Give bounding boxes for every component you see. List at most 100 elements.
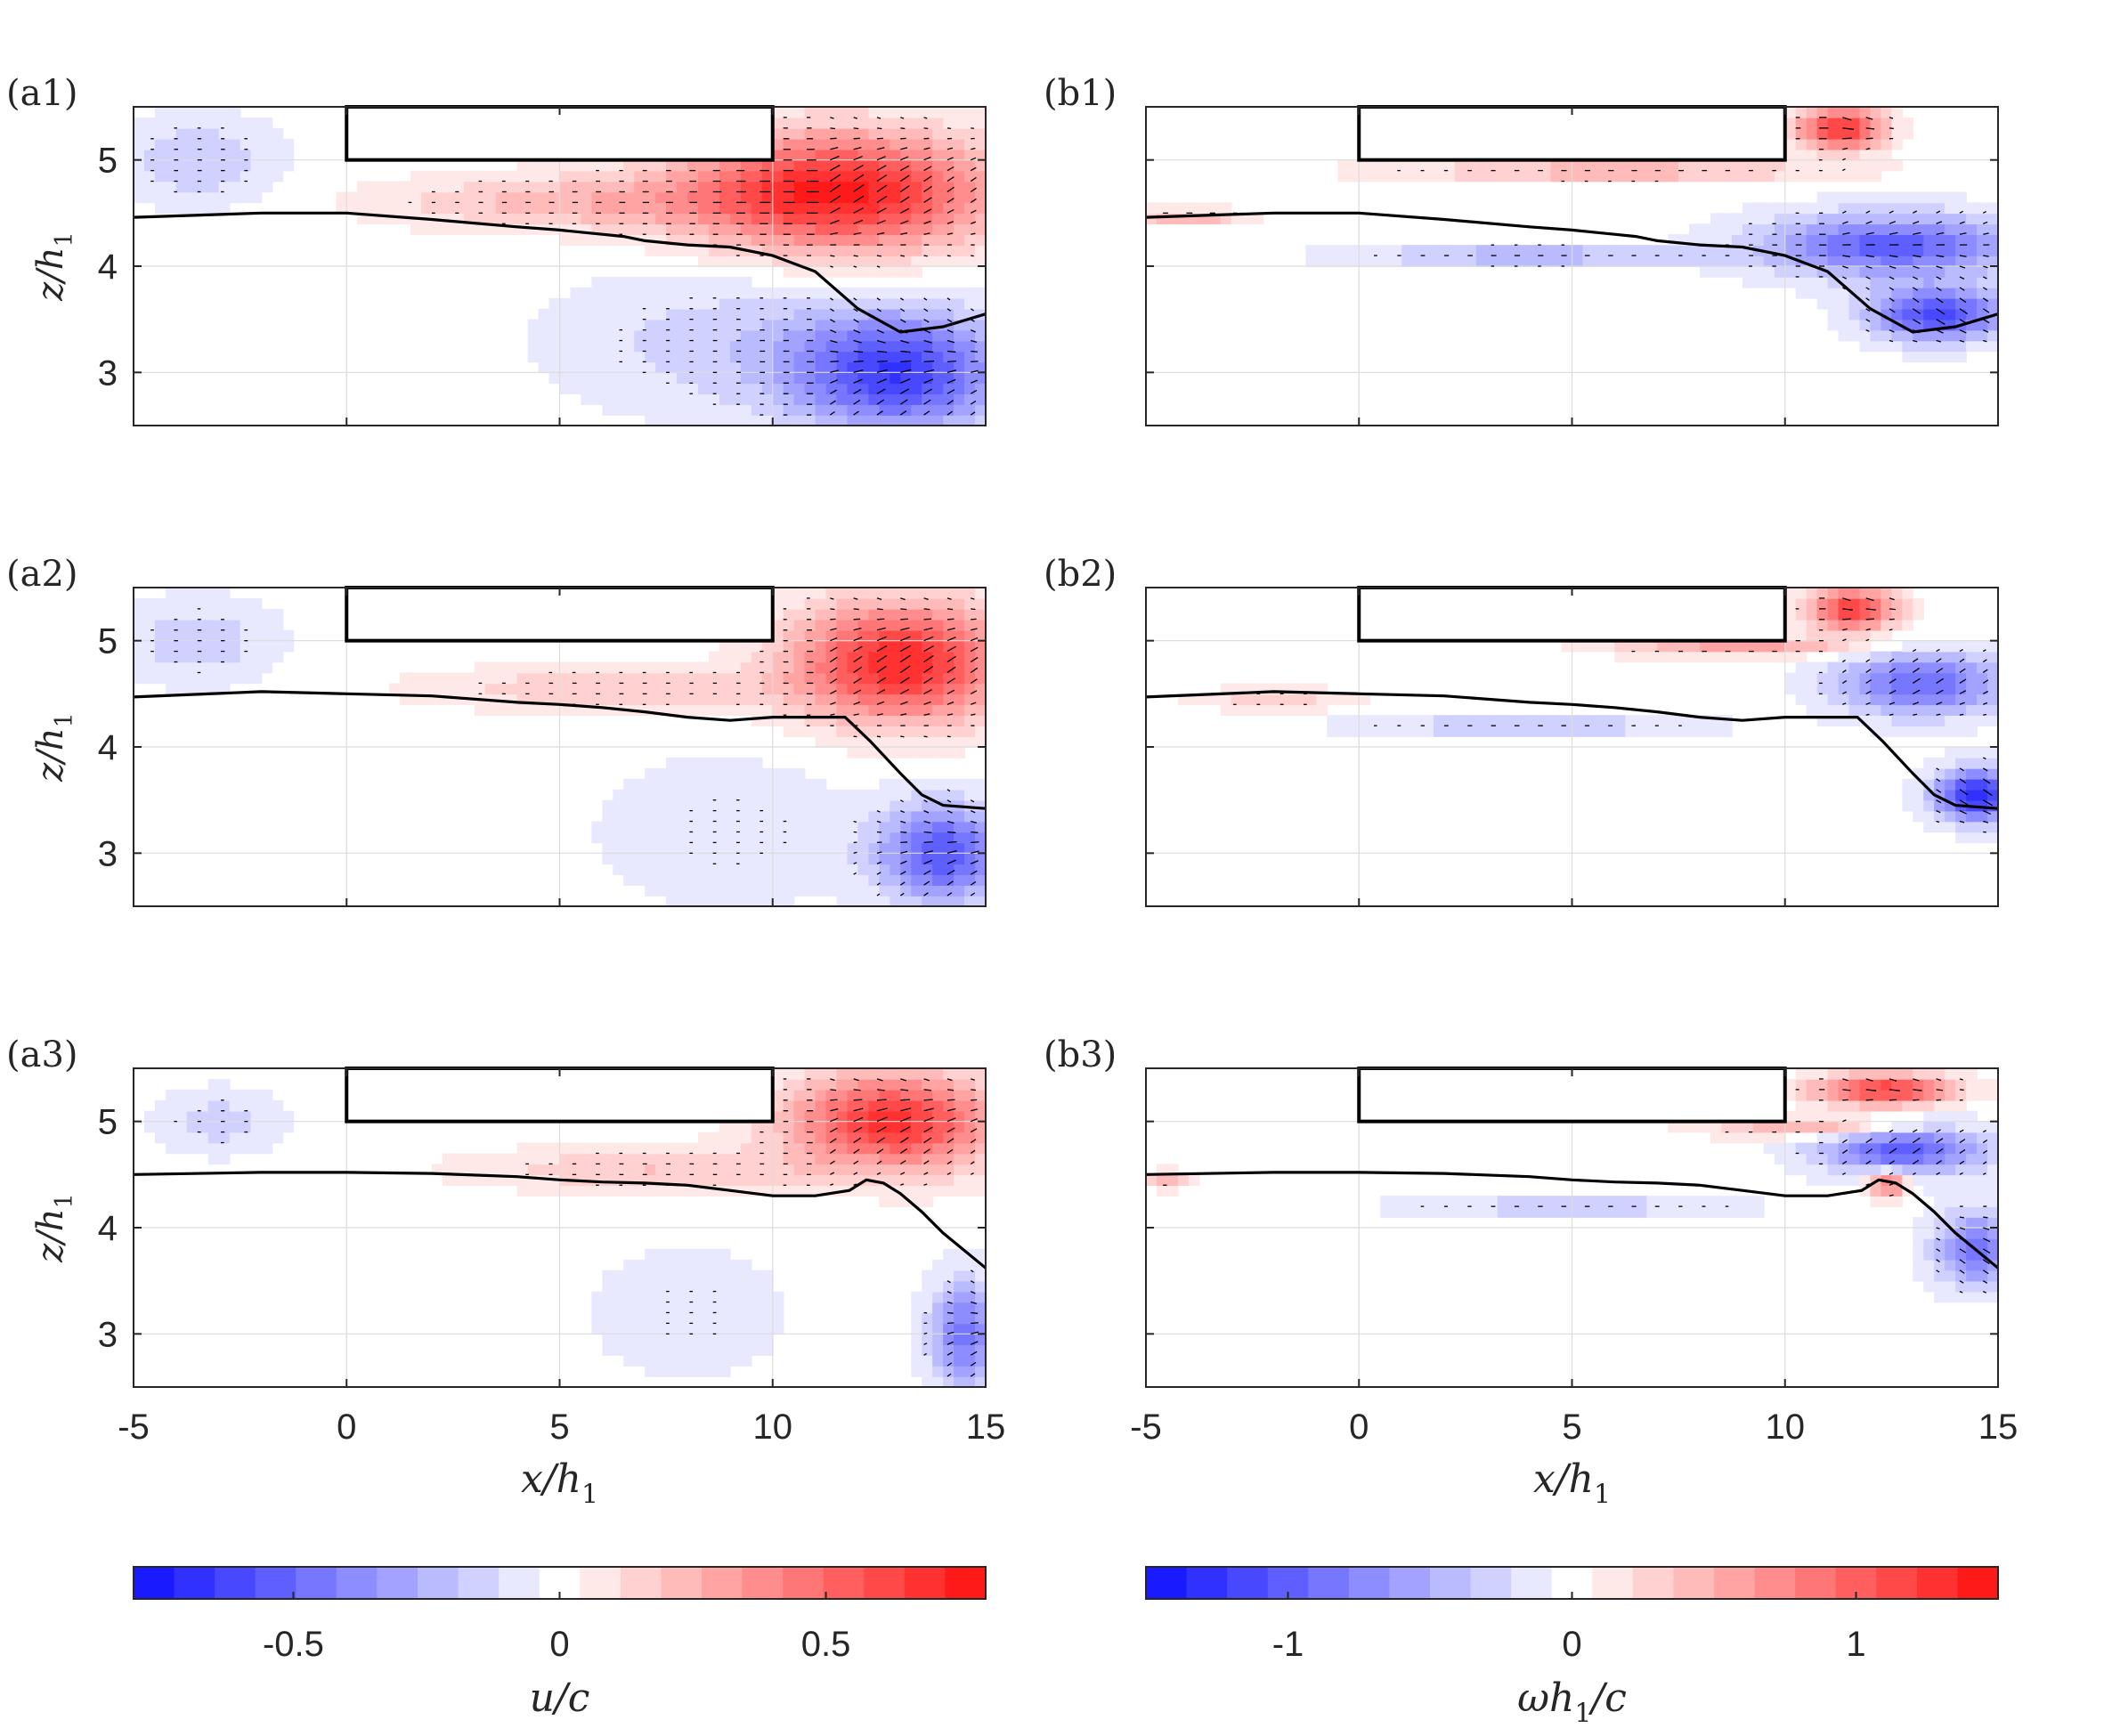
field-cell [677, 1291, 688, 1303]
field-cell [1625, 640, 1637, 653]
field-cell [1977, 213, 1988, 225]
field-cell [442, 170, 454, 183]
field-cell [815, 234, 827, 246]
field-cell [911, 319, 923, 331]
field-cell [793, 159, 806, 172]
field-cell [165, 1121, 177, 1133]
field-cell [1848, 117, 1861, 129]
field-cell [793, 329, 806, 342]
field-cell [1539, 170, 1552, 183]
field-cell [548, 297, 561, 310]
field-cell [857, 789, 870, 801]
field-cell [666, 704, 678, 716]
field-cell [229, 181, 241, 193]
field-cell [165, 661, 177, 674]
velocity-vector [1865, 231, 1874, 235]
field-cell [666, 757, 678, 769]
field-cell [729, 874, 742, 886]
field-cell [868, 223, 881, 235]
field-cell [708, 1344, 720, 1356]
field-cell [186, 597, 199, 610]
field-cell [666, 404, 678, 416]
field-cell [261, 1110, 273, 1123]
field-cell [1848, 629, 1861, 642]
field-cell [954, 351, 965, 363]
field-cell [687, 864, 699, 875]
field-cell [890, 896, 902, 906]
field-cell [677, 404, 688, 416]
field-cell [729, 778, 742, 791]
field-cell [932, 415, 944, 426]
field-cell [1848, 683, 1861, 695]
field-cell [698, 704, 710, 716]
velocity-vector [830, 350, 839, 353]
field-cell [932, 619, 944, 631]
velocity-vector [900, 810, 906, 814]
field-cell [442, 223, 454, 235]
field-cell [890, 853, 902, 865]
field-cell [506, 661, 518, 674]
field-cell [218, 170, 231, 183]
field-cell [825, 704, 838, 716]
field-cell [868, 107, 881, 108]
field-cell [772, 640, 784, 653]
field-cell [591, 1302, 604, 1314]
field-cell [815, 778, 827, 791]
field-cell [922, 393, 933, 405]
field-cell [708, 651, 720, 663]
field-cell [134, 651, 145, 663]
field-cell [868, 351, 881, 363]
field-cell [1881, 191, 1893, 204]
field-cell [1550, 159, 1563, 172]
field-cell [825, 181, 838, 193]
field-cell [1838, 276, 1850, 288]
field-cell [825, 885, 838, 896]
field-cell [761, 340, 774, 353]
field-cell [879, 404, 891, 416]
field-cell [825, 415, 838, 426]
field-cell [1816, 117, 1829, 129]
field-cell [975, 287, 986, 299]
field-cell [581, 1153, 593, 1165]
field-cell [1827, 308, 1840, 320]
field-cell [932, 789, 944, 801]
field-cell [677, 393, 688, 405]
velocity-vector [853, 231, 862, 235]
field-cell [719, 778, 731, 791]
velocity-vector [946, 655, 956, 663]
field-cell [772, 117, 784, 129]
field-cell [645, 1323, 656, 1335]
field-cell [1945, 234, 1956, 246]
velocity-vector [923, 339, 932, 344]
field-cell [975, 683, 986, 695]
field-cell [613, 853, 625, 865]
velocity-vector [1842, 158, 1846, 161]
field-cell [1955, 715, 1967, 726]
field-cell [634, 683, 646, 695]
field-cell [645, 1270, 656, 1282]
field-cell [1848, 640, 1861, 653]
field-cell [890, 117, 902, 129]
field-cell [1859, 340, 1872, 353]
field-cell [250, 1142, 263, 1155]
field-cell [1198, 202, 1211, 215]
field-cell [613, 191, 625, 204]
field-cell [591, 181, 604, 193]
field-cell [623, 1259, 636, 1271]
field-cell [868, 588, 881, 599]
field-cell [1987, 661, 1998, 674]
field-cell [879, 415, 891, 426]
field-cell [954, 404, 965, 416]
field-cell [134, 149, 145, 161]
field-cell [879, 885, 891, 896]
velocity-vector [1841, 680, 1848, 684]
field-cell [698, 1344, 710, 1356]
field-cell [1795, 672, 1807, 685]
field-cell [815, 597, 827, 610]
field-cell [1241, 213, 1254, 225]
field-cell [645, 864, 656, 875]
field-cell [804, 223, 816, 235]
field-cell [772, 181, 784, 193]
field-cell [1359, 170, 1371, 183]
field-cell [1784, 266, 1797, 278]
